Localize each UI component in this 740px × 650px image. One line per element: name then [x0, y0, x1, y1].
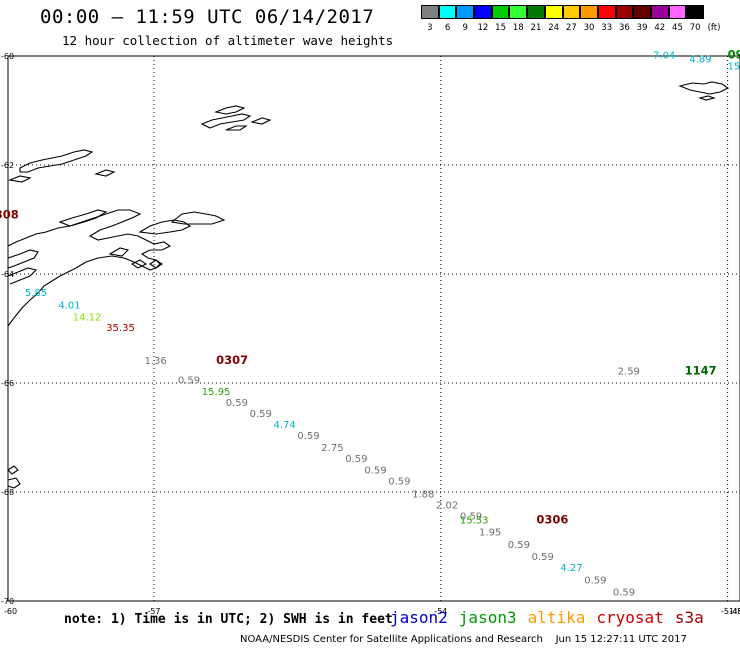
lon-label: -57	[147, 607, 160, 616]
swh-value: 1.88	[412, 489, 434, 500]
swh-value: 5.85	[25, 288, 47, 299]
legend-swatch	[580, 5, 598, 19]
legend-swatch	[491, 5, 510, 19]
mission-legend: jason2 jason3 altika cryosat s3a	[390, 608, 715, 627]
swh-value: 4.89	[689, 55, 711, 66]
legend-swatch	[668, 5, 687, 19]
swh-value: 0.59	[460, 511, 482, 522]
mission-s3a: s3a	[674, 608, 704, 627]
legend-label: 36	[618, 23, 630, 33]
lon-label: -45	[729, 607, 740, 616]
swh-value: 0.59	[178, 376, 200, 387]
swh-value: 4.01	[58, 300, 80, 311]
legend-label: 70	[689, 23, 701, 33]
page-subtitle: 12 hour collection of altimeter wave hei…	[62, 33, 394, 48]
legend-label: 39	[636, 23, 648, 33]
lon-label: -48	[729, 607, 740, 616]
legend-swatches	[421, 5, 724, 19]
lon-label: -54	[434, 607, 447, 616]
swh-value: 2.59	[618, 366, 640, 377]
swh-value: 4.74	[274, 420, 296, 431]
swh-value: 1.95	[479, 528, 501, 539]
legend-label: 30	[583, 23, 595, 33]
swh-value: 7.04	[653, 51, 675, 62]
swh-value: 0.59	[388, 476, 410, 487]
mission-altika: altika	[527, 608, 586, 627]
swh-value: 0.59	[508, 540, 530, 551]
pass-time-label: 0959	[728, 48, 740, 62]
legend-swatch	[597, 5, 616, 19]
swh-value: 2.75	[321, 443, 343, 454]
legend-swatch	[438, 5, 457, 19]
swh-value: 14.12	[73, 312, 102, 323]
swh-value: 0.59	[584, 576, 606, 587]
legend-swatch	[456, 5, 475, 19]
mission-jason2: jason2	[390, 608, 448, 627]
swh-value: 1.36	[144, 356, 166, 367]
units-note: note: 1) Time is in UTC; 2) SWH is in fe…	[64, 612, 393, 627]
legend-label: 9	[462, 23, 468, 33]
swh-value: 0.59	[250, 409, 272, 420]
lat-label: -68	[1, 488, 14, 497]
legend-label: 42	[654, 23, 666, 33]
credit-line: NOAA/NESDIS Center for Satellite Applica…	[240, 634, 687, 645]
swh-value: 15.78	[728, 62, 740, 73]
mission-cryosat: cryosat	[596, 608, 664, 627]
swh-value: 0.59	[345, 454, 367, 465]
lat-label: -66	[1, 379, 14, 388]
legend-label: 3	[427, 23, 433, 33]
legend-label: 27	[565, 23, 577, 33]
swh-value: 0.59	[297, 431, 319, 442]
lon-label: -60	[4, 607, 17, 616]
swh-value: 2.02	[436, 500, 458, 511]
coastline	[7, 81, 730, 489]
legend-swatch	[509, 5, 528, 19]
pass-time-label: 0308	[0, 207, 19, 221]
legend-labels: 3 6 9 12 15 18 21 24 27 30 33 36 39 42 45 70 (ft)	[421, 23, 724, 33]
graticule	[8, 56, 740, 601]
swh-value: 15.53	[460, 516, 489, 527]
legend-unit: (ft)	[707, 23, 721, 33]
mission-jason3: jason3	[458, 608, 517, 627]
legend-label: 21	[530, 23, 542, 33]
legend-swatch	[527, 5, 545, 19]
legend-label: 12	[477, 23, 489, 33]
legend-swatch	[474, 5, 492, 19]
lat-label: -60	[1, 52, 14, 61]
lat-label: -70	[1, 597, 14, 606]
legend-label: 15	[495, 23, 506, 33]
lat-label: -64	[1, 270, 14, 279]
legend-swatch	[686, 5, 704, 19]
swh-value: 0.59	[364, 465, 386, 476]
map-frame	[7, 55, 740, 602]
lon-label: -51	[721, 607, 734, 616]
color-legend: 3 6 9 12 15 18 21 24 27 30 33 36 39 42 45 70 (ft)	[421, 5, 724, 33]
legend-swatch	[633, 5, 651, 19]
lat-label: -62	[1, 161, 14, 170]
legend-label: 33	[601, 23, 613, 33]
swh-value: 0.59	[532, 552, 554, 563]
legend-swatch	[650, 5, 669, 19]
legend-swatch	[615, 5, 634, 19]
legend-label: 45	[672, 23, 683, 33]
swh-labels: 7.044.8909590950102615.78095109510.59030…	[0, 48, 740, 599]
page-title: 00:00 – 11:59 UTC 06/14/2017	[40, 6, 375, 28]
legend-swatch	[421, 5, 439, 19]
pass-time-label: 1147	[685, 363, 717, 377]
pass-time-label: 0306	[536, 513, 568, 527]
swh-value: 15.95	[202, 387, 231, 398]
legend-label: 18	[512, 23, 524, 33]
legend-label: 24	[548, 23, 560, 33]
swh-value: 35.35	[106, 323, 135, 334]
swh-value: 0.59	[613, 588, 635, 599]
legend-label: 6	[444, 23, 451, 33]
axis-labels: -57 -54 -51-48-45 -60 -60 -62 -64 -66 -68 -70	[1, 52, 740, 616]
swh-value: 4.27	[560, 563, 582, 574]
swh-value: 0.59	[226, 398, 248, 409]
pass-time-label: 0307	[216, 353, 248, 367]
legend-swatch	[544, 5, 563, 19]
legend-swatch	[562, 5, 581, 19]
